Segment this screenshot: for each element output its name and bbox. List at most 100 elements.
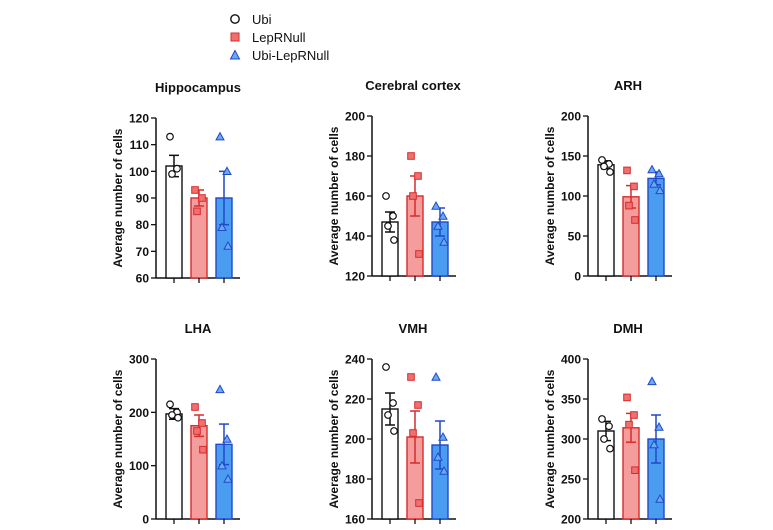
- data-point: [654, 168, 664, 178]
- legend-item-leprnull: LepRNull: [228, 28, 329, 46]
- y-tick-label: 200: [345, 433, 365, 447]
- y-tick-label: 160: [345, 513, 365, 527]
- data-point: [647, 164, 657, 174]
- legend-item-ubi: Ubi: [228, 10, 329, 28]
- y-tick-label: 160: [345, 190, 365, 204]
- data-point: [654, 421, 664, 431]
- y-tick-label: 400: [561, 353, 581, 367]
- data-point: [438, 210, 448, 220]
- data-point: [174, 413, 182, 422]
- data-point: [193, 207, 201, 216]
- chart-title: LHA: [185, 321, 212, 336]
- data-point: [630, 411, 638, 419]
- data-point: [606, 168, 614, 176]
- data-point: [407, 373, 415, 381]
- y-tick-label: 180: [345, 150, 365, 164]
- data-point: [623, 393, 631, 402]
- y-tick-label: 300: [129, 353, 149, 367]
- data-point: [222, 433, 232, 443]
- y-tick-label: 220: [345, 393, 365, 407]
- data-point: [625, 201, 633, 210]
- legend-item-ubi-leprnull: Ubi-LepRNull: [228, 46, 329, 64]
- data-point: [655, 493, 665, 503]
- y-tick-label: 0: [574, 270, 581, 284]
- circle-marker-icon: [230, 14, 240, 24]
- data-point: [433, 451, 443, 461]
- data-point: [168, 170, 176, 178]
- y-tick-label: 200: [561, 110, 581, 124]
- data-point: [438, 431, 448, 441]
- bar-leprnull: [190, 424, 208, 520]
- data-point: [223, 473, 233, 483]
- bar-ubi: [597, 164, 615, 277]
- y-tick-label: 100: [129, 459, 149, 473]
- y-tick-label: 300: [561, 433, 581, 447]
- chart-panel-cerebral-cortex: Cerebral cortex Average number of cells 12…: [327, 78, 461, 284]
- data-point: [431, 200, 441, 210]
- chart-title: VMH: [399, 321, 428, 336]
- data-point: [173, 164, 181, 173]
- y-tick-label: 60: [136, 272, 150, 286]
- y-tick-label: 80: [136, 218, 150, 232]
- data-point: [649, 178, 659, 188]
- y-tick-label: 70: [136, 245, 150, 259]
- bar-ubi: [597, 430, 615, 520]
- chart-title: Cerebral cortex: [365, 78, 461, 93]
- y-axis-label: Average number of cells: [111, 369, 125, 508]
- data-point: [631, 216, 639, 224]
- data-point: [433, 220, 443, 230]
- data-point: [439, 236, 449, 246]
- chart-panel-lha: LHA Average number of cells 0 100 200 300: [111, 321, 240, 527]
- data-point: [384, 411, 392, 419]
- data-point: [625, 420, 633, 429]
- data-point: [647, 376, 657, 386]
- data-point: [199, 445, 207, 454]
- data-point: [384, 222, 392, 230]
- y-axis-label: Average number of cells: [327, 126, 341, 265]
- data-point: [389, 399, 397, 407]
- y-tick-label: 0: [142, 513, 149, 527]
- y-tick-label: 120: [345, 270, 365, 284]
- data-point: [606, 444, 614, 453]
- y-axis-label: Average number of cells: [111, 128, 125, 267]
- legend-label: Ubi: [252, 11, 272, 27]
- data-point: [390, 236, 398, 244]
- y-tick-label: 200: [561, 513, 581, 527]
- y-axis-label: Average number of cells: [543, 126, 557, 265]
- data-point: [215, 384, 225, 394]
- chart-title: Hippocampus: [155, 80, 241, 95]
- chart-title: ARH: [614, 78, 642, 93]
- data-point: [390, 427, 398, 435]
- y-tick-label: 350: [561, 393, 581, 407]
- triangle-marker-icon: [229, 49, 241, 60]
- data-point: [382, 192, 390, 200]
- y-tick-label: 90: [136, 192, 150, 206]
- data-point: [630, 182, 638, 191]
- data-point: [198, 419, 206, 427]
- chart-panel-hippocampus: Hippocampus Average number of cells 60 70 80…: [111, 80, 241, 286]
- data-point: [605, 422, 613, 431]
- data-point: [407, 152, 415, 160]
- data-point: [409, 192, 417, 200]
- y-tick-label: 100: [129, 165, 149, 179]
- data-point: [431, 371, 441, 381]
- square-marker-icon: [230, 32, 240, 42]
- data-point: [598, 415, 606, 423]
- legend-label: LepRNull: [252, 29, 306, 45]
- chart-panel-dmh: DMH Average number of cells 200 250 300 350 40…: [543, 321, 672, 527]
- y-tick-label: 180: [345, 473, 365, 487]
- y-tick-label: 100: [561, 190, 581, 204]
- chart-panel-arh: ARH Average number of cells 0 50 100 150 200: [543, 78, 672, 284]
- data-point: [217, 460, 227, 470]
- data-point: [193, 427, 201, 435]
- data-point: [222, 166, 232, 176]
- y-tick-label: 200: [129, 406, 149, 420]
- data-point: [382, 363, 390, 371]
- data-point: [414, 172, 422, 180]
- data-point: [166, 132, 174, 141]
- y-axis-label: Average number of cells: [543, 369, 557, 508]
- data-point: [191, 403, 199, 411]
- y-tick-label: 120: [129, 112, 149, 126]
- data-point: [198, 194, 206, 202]
- data-point: [649, 439, 659, 449]
